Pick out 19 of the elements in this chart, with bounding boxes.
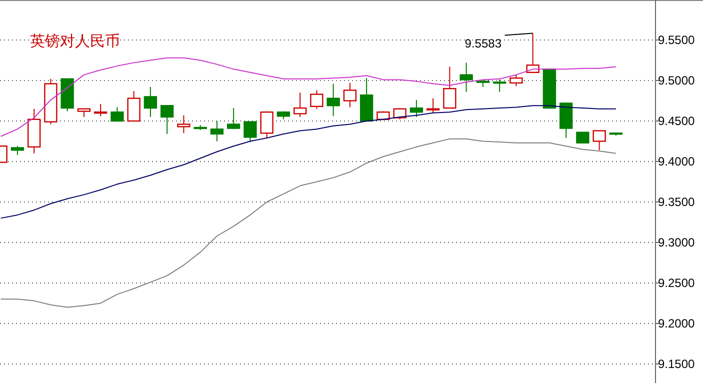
y-tick-label: 9.2500 (658, 276, 696, 290)
y-tick-label: 9.4500 (658, 114, 696, 128)
text: 英镑对人民币 (30, 32, 120, 50)
candlestick (460, 62, 473, 92)
y-tick-label: 9.1500 (658, 356, 696, 371)
y-tick-label: 9.5000 (658, 74, 696, 88)
annotation: 9.5583 (464, 36, 502, 50)
y-tick-label: 9.5500 (658, 33, 696, 48)
line-series (0, 138, 616, 308)
y-tick-label: 9.2000 (658, 316, 696, 330)
line-series (0, 105, 616, 219)
candlestick (27, 108, 41, 154)
y-tick-label: 9.3000 (658, 235, 696, 250)
candlestick (144, 86, 158, 118)
candlestick (326, 83, 340, 117)
y-tick-label: 9.3500 (658, 194, 696, 209)
y-tick-label: 9.4000 (658, 154, 696, 168)
candlestick (210, 120, 224, 142)
line-series (0, 57, 616, 137)
